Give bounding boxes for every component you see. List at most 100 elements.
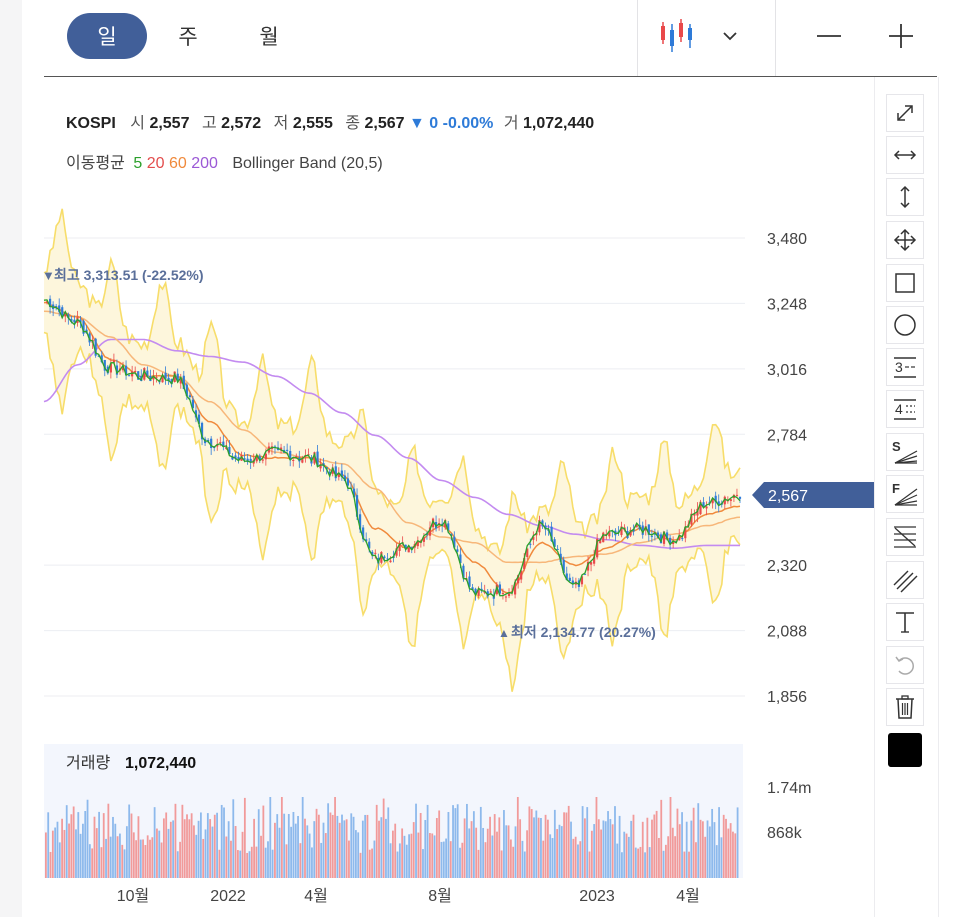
volume-bar [718, 807, 720, 878]
rectangle-tool-button[interactable] [886, 264, 924, 302]
volume-bar [260, 835, 262, 878]
volume-bar [322, 822, 325, 878]
fit-diagonal-button[interactable] [886, 94, 924, 132]
fibonacci-fan-tool-button[interactable]: F [886, 475, 924, 513]
volume-bar [280, 797, 283, 878]
volume-bar [186, 814, 188, 878]
candle-body [471, 587, 474, 591]
volume-bar [206, 813, 209, 878]
svg-text:3: 3 [895, 359, 903, 375]
move-icon [893, 228, 917, 252]
volume-bar [482, 827, 485, 878]
tab-month[interactable]: 월 [259, 26, 279, 49]
volume-bar [503, 810, 505, 878]
fibonacci-retracement-tool-button[interactable] [886, 518, 924, 556]
four-line-icon: 4 [894, 399, 916, 420]
candle-body [146, 370, 149, 377]
candle-body [635, 525, 638, 528]
volume-bar [459, 847, 461, 878]
volume-bar [540, 818, 542, 878]
candle-body [735, 494, 739, 496]
bollinger-label[interactable]: Bollinger Band (20,5) [232, 155, 383, 172]
volume-bar [278, 827, 281, 878]
volume-bar [597, 819, 600, 878]
volume-bar [669, 797, 672, 878]
volume-bar [581, 806, 584, 878]
volume-bar [653, 814, 656, 878]
candle-body [179, 379, 182, 384]
volume-bar [375, 804, 378, 878]
volume-bar [156, 828, 158, 878]
ma20-label[interactable]: 20 [146, 155, 165, 172]
volume-bar [447, 812, 450, 878]
ma200-label[interactable]: 200 [191, 155, 218, 172]
volume-bar [114, 823, 117, 878]
volume-bar [169, 821, 172, 878]
candle-body [167, 377, 170, 382]
volume-bar [546, 819, 549, 878]
undo-button[interactable] [886, 646, 924, 684]
move-button[interactable] [886, 221, 924, 259]
fit-vertical-button[interactable] [886, 178, 924, 216]
volume-bar [239, 850, 242, 878]
chart-type-selector[interactable] [654, 16, 744, 56]
volume-bar [130, 813, 133, 878]
volume-bar [271, 849, 274, 878]
undo-icon [895, 656, 914, 675]
volume-bar [593, 824, 596, 878]
volume-bar [720, 837, 723, 878]
candle-body [286, 449, 289, 451]
volume-bar [602, 820, 605, 878]
text-tool-button[interactable] [886, 603, 924, 641]
price-tick-label: 2,320 [767, 558, 807, 575]
candle-body [185, 384, 188, 397]
speed-fan-tool-button[interactable]: S [886, 433, 924, 471]
candle-body [665, 532, 669, 539]
four-line-tool-button[interactable]: 4 [886, 390, 924, 428]
volume-bar [149, 839, 151, 878]
volume-bar [683, 851, 686, 878]
parallel-channel-tool-button[interactable] [886, 561, 924, 599]
candle-body [580, 576, 584, 585]
candle-body [246, 458, 249, 462]
candle-body [668, 537, 672, 544]
ma5-label[interactable]: 5 [133, 155, 143, 172]
volume-bar [727, 828, 730, 878]
candle-body [553, 539, 556, 547]
volume-bar [567, 805, 570, 878]
price-chart[interactable]: 3,480 3,248 3,016 2,784 2,320 2,088 1,856 2,56… [0, 77, 874, 917]
trash-icon [896, 695, 914, 719]
fit-horizontal-button[interactable] [886, 136, 924, 174]
candle-body [486, 591, 489, 597]
zoom-in-button[interactable] [884, 16, 918, 56]
delete-drawings-button[interactable] [886, 688, 924, 726]
volume-bar [551, 838, 554, 878]
three-line-tool-button[interactable]: 3 [886, 348, 924, 386]
volume-bar [232, 799, 235, 878]
price-tick-label: 3,016 [767, 362, 807, 379]
chart-area[interactable]: KOSPI 시 2,557 고 2,572 저 2,555 종 2,567 ▼ … [0, 77, 969, 917]
volume-bar [350, 813, 353, 878]
ma60-label[interactable]: 60 [168, 155, 187, 172]
tab-week[interactable]: 주 [178, 26, 198, 49]
volume-bar [625, 833, 628, 878]
chevron-down-icon [723, 32, 737, 41]
candle-body [115, 365, 119, 375]
price-tick-label: 1,856 [767, 689, 807, 706]
candle-body [398, 543, 401, 551]
circle-tool-button[interactable] [886, 306, 924, 344]
zoom-out-button[interactable] [812, 16, 846, 56]
color-picker-button[interactable] [886, 731, 924, 769]
tab-day[interactable]: 일 [67, 13, 147, 59]
volume-bar [151, 837, 154, 878]
candle-body [164, 372, 167, 379]
volume-bar [105, 838, 107, 878]
divider [637, 0, 638, 76]
volume-bar [584, 818, 586, 878]
volume-bar [565, 812, 568, 878]
candle-body [550, 526, 553, 542]
ma200-line [43, 338, 740, 549]
volume-bar [711, 808, 714, 878]
volume-bar [577, 844, 579, 878]
price-axis: 3,480 3,248 3,016 2,784 2,320 2,088 1,856 [767, 231, 807, 706]
